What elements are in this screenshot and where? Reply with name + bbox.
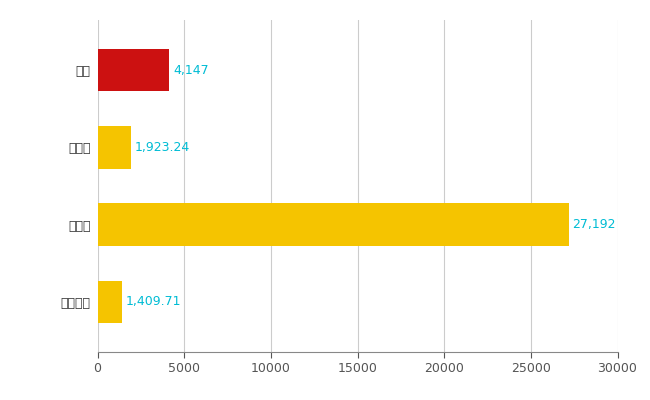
- Text: 4,147: 4,147: [173, 64, 209, 77]
- Bar: [98, 280, 122, 323]
- Text: 1,923.24: 1,923.24: [135, 141, 190, 154]
- Bar: [98, 126, 131, 169]
- Bar: [98, 203, 569, 246]
- Bar: [98, 49, 170, 92]
- Text: 1,409.71: 1,409.71: [125, 295, 181, 308]
- Text: 27,192: 27,192: [573, 218, 616, 231]
